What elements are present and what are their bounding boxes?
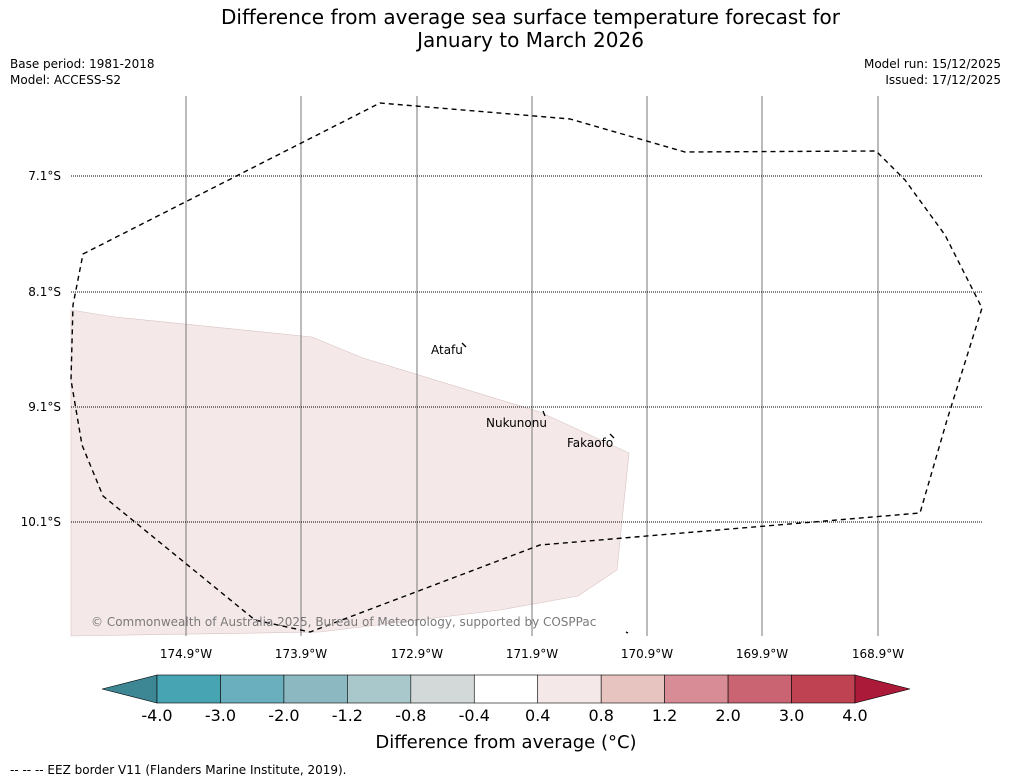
copyright-notice: © Commonwealth of Australia 2025, Bureau… [91, 615, 596, 629]
colorbar-cell [473, 674, 539, 704]
colorbar-cells [101, 674, 911, 704]
title-line-1: Difference from average sea surface temp… [220, 5, 840, 29]
colorbar-cell [156, 674, 221, 704]
lat-label-3: 9.1°S [28, 400, 61, 414]
lon-label-6: 169.9°W [736, 647, 788, 661]
metadata-right: Model run: 15/12/2025 Issued: 17/12/2025 [864, 56, 1001, 88]
colorbar-tick-label: 0.8 [588, 706, 613, 725]
lat-label-4: 10.1°S [21, 515, 61, 529]
colorbar-extend-low [101, 674, 158, 704]
colorbar-tick-labels: -4.0 -3.0 -2.0 -1.2 -0.8 -0.4 0.4 0.8 1.2 2.0 3.0 4… [141, 706, 867, 725]
lat-label-2: 8.1°S [28, 285, 61, 299]
title-line-2: January to March 2026 [417, 28, 644, 52]
colorbar-tick-label: 4.0 [842, 706, 867, 725]
place-label-nukunonu: Nukunonu [486, 416, 547, 430]
lon-label-1: 174.9°W [160, 647, 212, 661]
anomaly-region [70, 309, 630, 637]
colorbar-tick-label: -4.0 [141, 706, 172, 725]
atafu-island [461, 342, 467, 348]
colorbar-tick-label: -2.0 [268, 706, 299, 725]
colorbar-tick-label: 2.0 [715, 706, 740, 725]
colorbar-tick-label: -0.4 [459, 706, 490, 725]
lon-label-7: 168.9°W [852, 647, 904, 661]
metadata-left: Base period: 1981-2018 Model: ACCESS-S2 [10, 56, 155, 88]
place-label-atafu: Atafu [431, 343, 463, 357]
colorbar-cell [537, 674, 602, 704]
colorbar-label: Difference from average (°C) [375, 732, 637, 753]
colorbar-extend-high [854, 674, 911, 704]
place-label-fakaofo: Fakaofo [567, 436, 613, 450]
lon-label-3: 172.9°W [391, 647, 443, 661]
lat-label-1: 7.1°S [28, 169, 61, 183]
model-name: Model: ACCESS-S2 [10, 73, 122, 87]
colorbar-cell [727, 674, 792, 704]
colorbar-cell [600, 674, 665, 704]
colorbar-tick-label: 3.0 [779, 706, 804, 725]
colorbar-tick-label: -1.2 [332, 706, 363, 725]
issued-date: Issued: 17/12/2025 [885, 73, 1001, 87]
colorbar-cell [220, 674, 285, 704]
lon-label-4: 171.9°W [506, 647, 558, 661]
model-run: Model run: 15/12/2025 [863, 57, 1001, 71]
colorbar-cell [791, 674, 856, 704]
eez-footnote: -- -- -- EEZ border V11 (Flanders Marine… [10, 763, 347, 777]
small-island [625, 631, 629, 634]
chart-title: Difference from average sea surface temp… [0, 6, 1011, 52]
eez-border [70, 102, 983, 633]
lon-label-5: 170.9°W [621, 647, 673, 661]
colorbar-tick-label: 0.4 [525, 706, 550, 725]
colorbar-cell [410, 674, 475, 704]
meridian-lines [185, 96, 879, 636]
colorbar-tick-label: -0.8 [395, 706, 426, 725]
colorbar-cell [347, 674, 412, 704]
colorbar-cell [283, 674, 348, 704]
colorbar-tick-label: 1.2 [652, 706, 677, 725]
colorbar-tick-label: -3.0 [205, 706, 236, 725]
fakaofo-island [609, 433, 615, 439]
colorbar-cell [664, 674, 729, 704]
base-period: Base period: 1981-2018 [10, 57, 155, 71]
nukunonu-island [542, 410, 546, 417]
lon-label-2: 173.9°W [275, 647, 327, 661]
island-shapes [461, 342, 629, 634]
